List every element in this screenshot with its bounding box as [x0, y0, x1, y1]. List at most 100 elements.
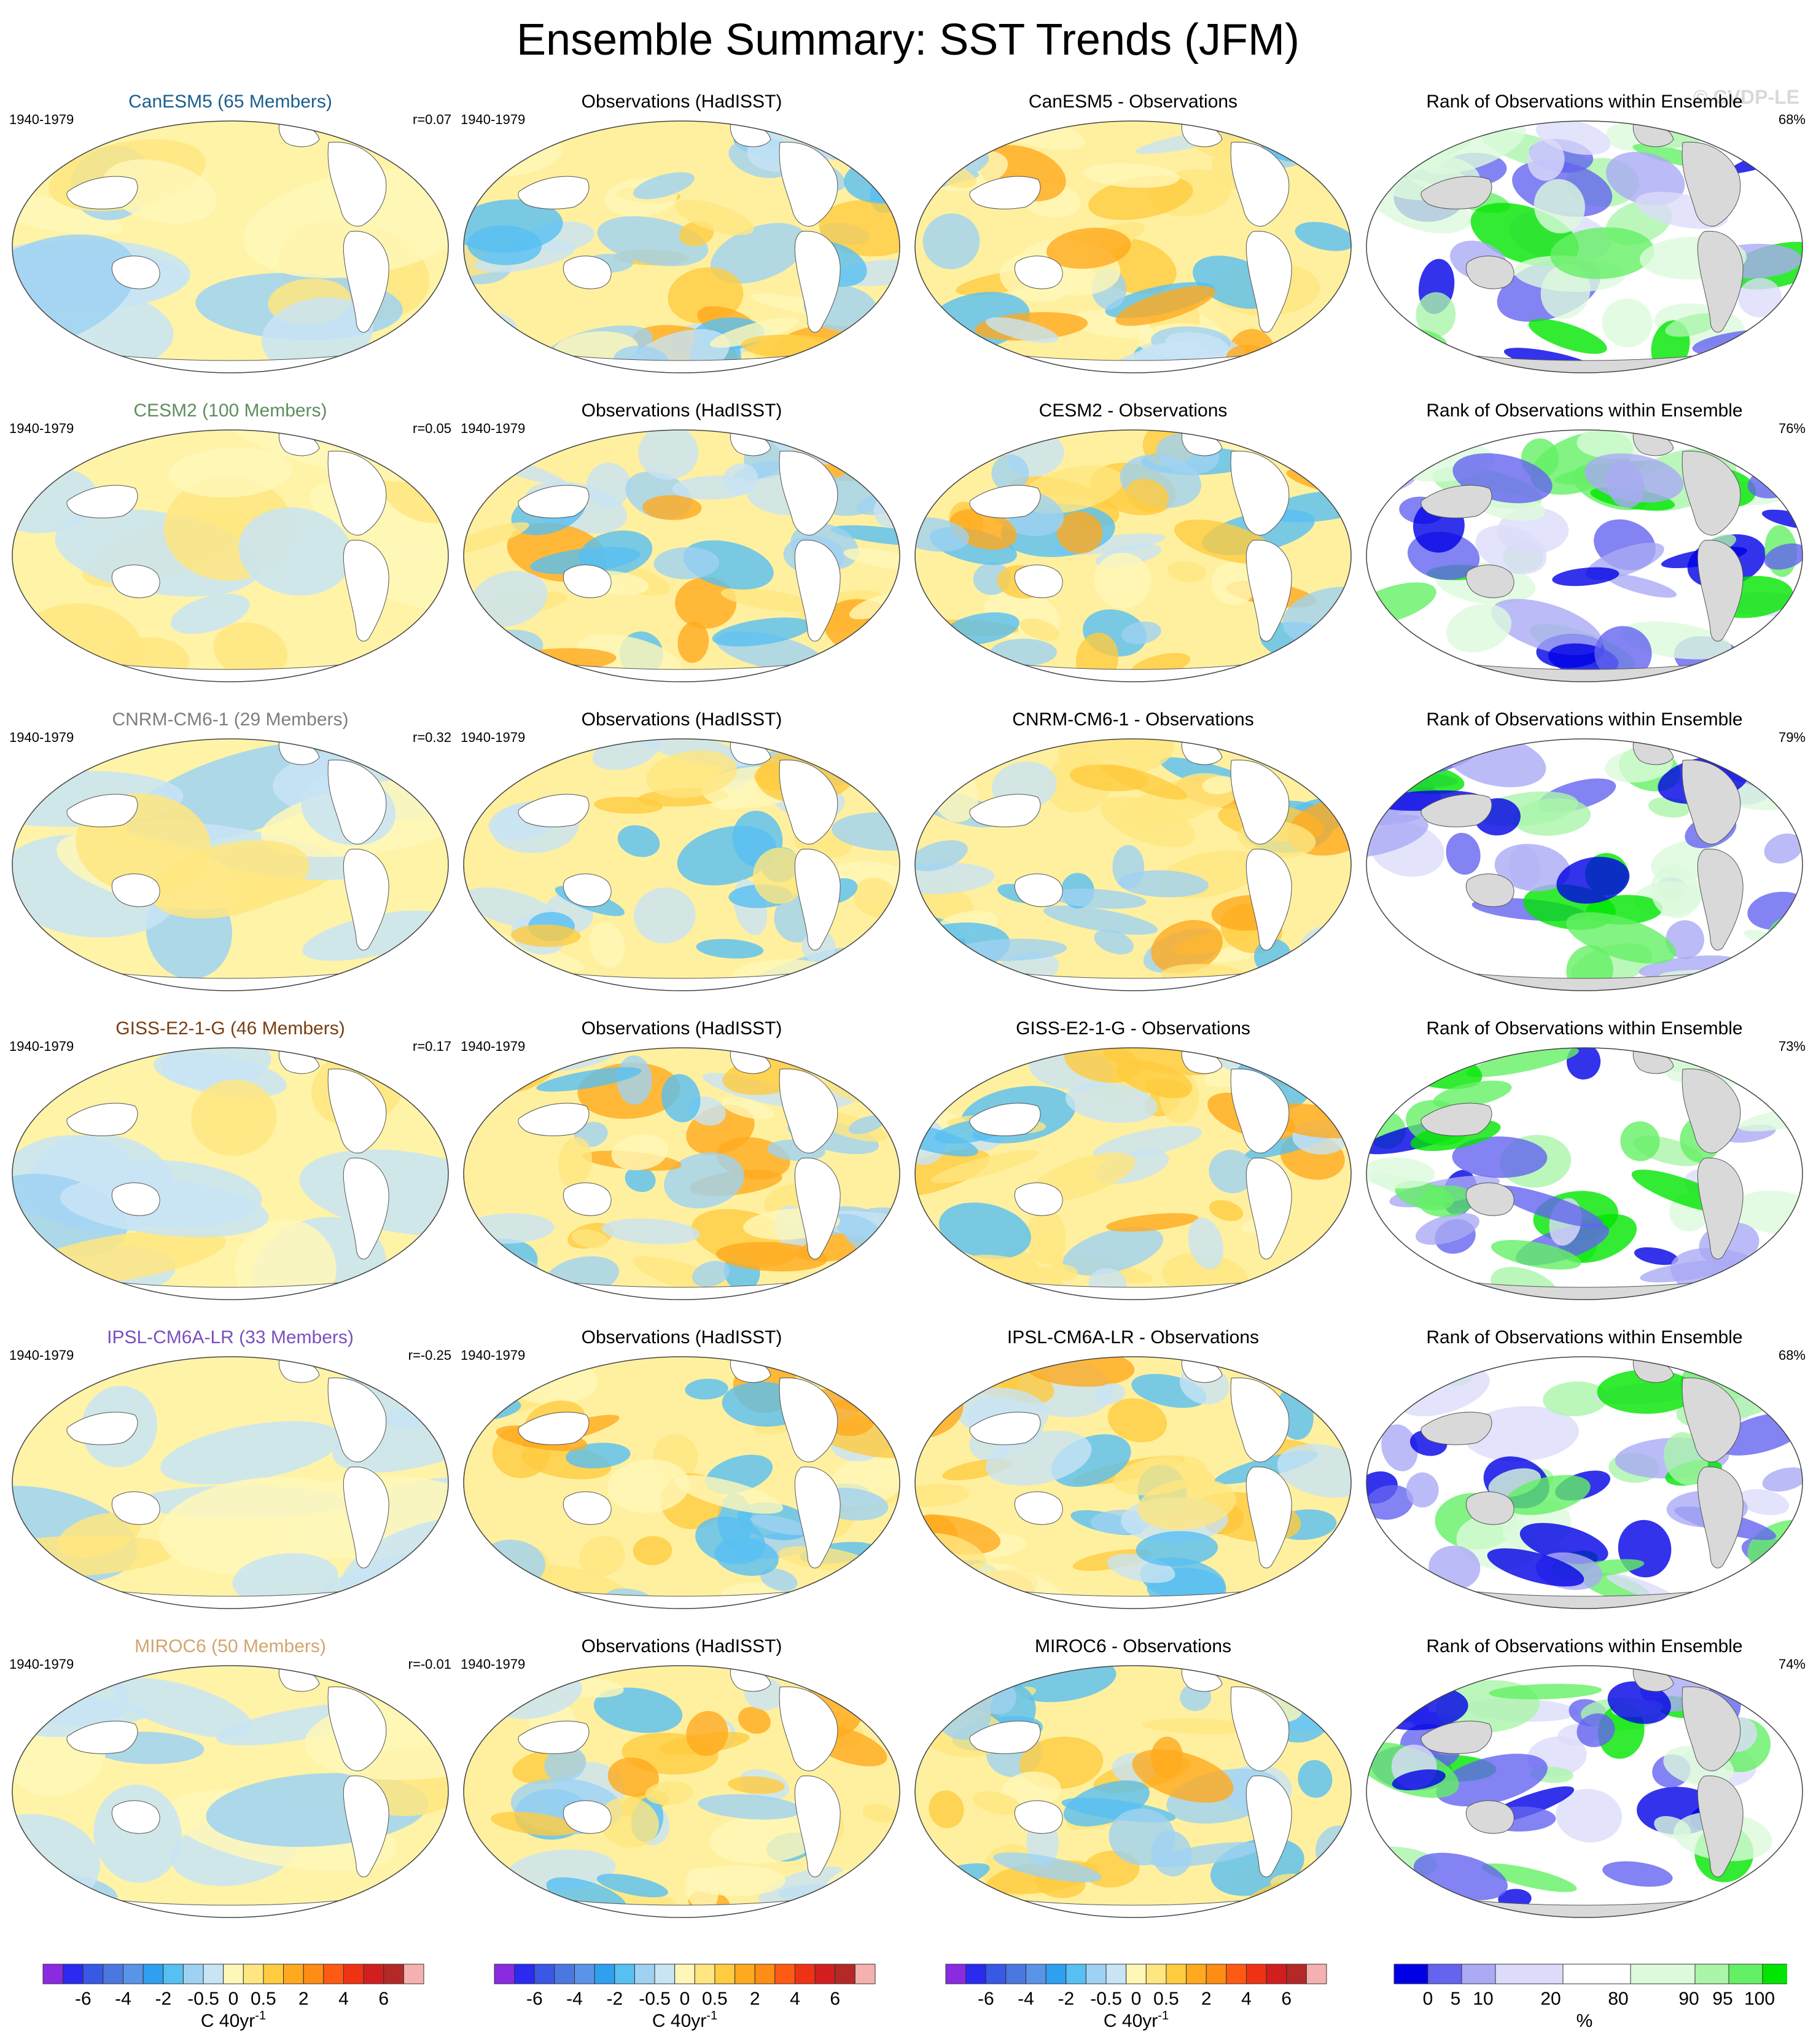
colorbar-swatch [1461, 1964, 1496, 1984]
colorbar-swatch [1166, 1964, 1187, 1984]
colorbar-swatch [283, 1964, 304, 1984]
colorbar-swatch [1306, 1964, 1327, 1984]
colorbar-tick-label: 0 [228, 1989, 239, 2009]
rank-percent: 79% [1778, 730, 1806, 745]
trend-colorbar: -6 -4 -2 -0.5 0 0.5 2 4 6 C 40yr-1 [42, 1964, 424, 2031]
period-label: 1940-1979 [9, 421, 74, 436]
colorbar-units: C 40yr-1 [652, 2009, 717, 2031]
colorbar-swatch [303, 1964, 324, 1984]
panel-title: Observations (HadISST) [581, 1018, 782, 1039]
colorbar-tick-label: -0.5 [187, 1989, 219, 2009]
panel-title: Rank of Observations within Ensemble [1426, 1636, 1743, 1656]
pattern-correlation: r=0.07 [413, 112, 451, 127]
period-label: 1940-1979 [461, 1656, 526, 1672]
world-map-rank [1366, 1047, 1803, 1300]
map-panel-diff: CanESM5 - Observations [912, 91, 1354, 373]
colorbar-swatch [323, 1964, 344, 1984]
colorbar-tick-label: 4 [790, 1989, 800, 2009]
colorbar-tick-label: -4 [1018, 1989, 1034, 2009]
panel-title: Rank of Observations within Ensemble [1426, 92, 1743, 112]
panel-title: GISS-E2-1-G - Observations [1016, 1018, 1250, 1039]
period-label: 1940-1979 [9, 730, 74, 745]
trend-colorbar: -6 -4 -2 -0.5 0 0.5 2 4 6 C 40yr-1 [945, 1964, 1327, 2031]
world-map-model [12, 1047, 449, 1300]
colorbar-tick-label: -2 [155, 1989, 171, 2009]
colorbar-swatch [1005, 1964, 1027, 1984]
colorbar-swatch [1562, 1964, 1631, 1984]
colorbar-tick-label: 6 [830, 1989, 840, 2009]
colorbar-swatch [243, 1964, 264, 1984]
colorbar-swatch [1105, 1964, 1127, 1984]
colorbar-tick-label: 0.5 [251, 1989, 276, 2009]
world-map-obs [463, 1356, 900, 1609]
colorbar-swatch [142, 1964, 164, 1984]
panel-title: Rank of Observations within Ensemble [1426, 1327, 1743, 1348]
trend-colorbar: -6 -4 -2 -0.5 0 0.5 2 4 6 C 40yr-1 [494, 1964, 876, 2031]
panel-title: Rank of Observations within Ensemble [1426, 400, 1743, 421]
colorbar-tick-label: 4 [1241, 1989, 1252, 2009]
colorbar-swatch [514, 1964, 535, 1984]
world-map-diff [914, 120, 1352, 373]
world-map-obs [463, 429, 900, 682]
map-panel-obs: Observations (HadISST) 1940-1979 [461, 91, 903, 373]
colorbar-swatch [574, 1964, 595, 1984]
colorbar-tick-label: 2 [1201, 1989, 1212, 2009]
colorbar-swatch [1026, 1964, 1046, 1984]
colorbar-tick-label: -6 [526, 1989, 543, 2009]
world-map-model [12, 120, 449, 373]
panel-title: CESM2 (100 Members) [133, 400, 327, 421]
panel-title: MIROC6 (50 Members) [134, 1636, 326, 1656]
map-panel-rank: Rank of Observations within Ensemble 74% [1363, 1636, 1806, 1918]
colorbar-swatch [1630, 1964, 1696, 1984]
colorbar-tick-label: 10 [1473, 1989, 1493, 2009]
period-label: 1940-1979 [461, 1039, 526, 1054]
map-panel-diff: CESM2 - Observations [912, 400, 1354, 682]
colorbar-swatch [534, 1964, 555, 1984]
colorbar-swatch [343, 1964, 364, 1984]
period-label: 1940-1979 [461, 421, 526, 436]
colorbar-swatch [794, 1964, 816, 1984]
colorbar-units: C 40yr-1 [201, 2009, 266, 2031]
colorbar-swatch [42, 1964, 64, 1984]
colorbar-swatch [223, 1964, 244, 1984]
panel-title: Observations (HadISST) [581, 709, 782, 730]
colorbar-swatch [363, 1964, 384, 1984]
colorbar-swatch [835, 1964, 855, 1984]
colorbar-units: C 40yr-1 [1104, 2009, 1169, 2031]
map-panel-obs: Observations (HadISST) 1940-1979 [461, 400, 903, 682]
colorbar-swatch [63, 1964, 84, 1984]
colorbar-swatch [1206, 1964, 1227, 1984]
map-panel-model: GISS-E2-1-G (46 Members) 1940-1979 r=0.17 [9, 1018, 451, 1300]
rank-colorbar: 0 5 10 20 80 90 95 100% [1393, 1964, 1787, 2031]
colorbar-swatch [1085, 1964, 1107, 1984]
colorbar-swatch [754, 1964, 776, 1984]
colorbar-swatch [714, 1964, 736, 1984]
colorbar-swatch [263, 1964, 284, 1984]
colorbar-tick-label: 4 [338, 1989, 349, 2009]
map-panel-model: CanESM5 (65 Members) 1940-1979 r=0.07 [9, 91, 451, 373]
colorbar-swatch [1427, 1964, 1462, 1984]
colorbar-tick-label: 80 [1608, 1989, 1628, 2009]
panel-title: CanESM5 (65 Members) [128, 92, 332, 112]
figure-title: Ensemble Summary: SST Trends (JFM) [516, 15, 1300, 64]
map-panel-model: CESM2 (100 Members) 1940-1979 r=0.05 [9, 400, 451, 682]
map-panel-diff: CNRM-CM6-1 - Observations [912, 709, 1354, 991]
pattern-correlation: r=-0.01 [408, 1656, 451, 1672]
colorbar-swatch [1393, 1964, 1428, 1984]
colorbar-swatch [383, 1964, 404, 1984]
colorbar-swatch [1266, 1964, 1287, 1984]
panel-title: Observations (HadISST) [581, 1636, 782, 1656]
colorbar-swatch [1145, 1964, 1167, 1984]
world-map-rank [1366, 429, 1803, 682]
colorbar-swatch [1286, 1964, 1307, 1984]
colorbar-swatch [123, 1964, 144, 1984]
rank-percent: 68% [1778, 1348, 1806, 1363]
world-map-diff [914, 738, 1352, 991]
map-panel-obs: Observations (HadISST) 1940-1979 [461, 1636, 903, 1918]
map-panel-diff: IPSL-CM6A-LR - Observations [912, 1327, 1354, 1609]
world-map-obs [463, 120, 900, 373]
period-label: 1940-1979 [9, 112, 74, 127]
world-map-rank [1366, 120, 1803, 373]
map-panel-rank: Rank of Observations within Ensemble 76% [1363, 400, 1806, 682]
colorbar-swatch [163, 1964, 184, 1984]
